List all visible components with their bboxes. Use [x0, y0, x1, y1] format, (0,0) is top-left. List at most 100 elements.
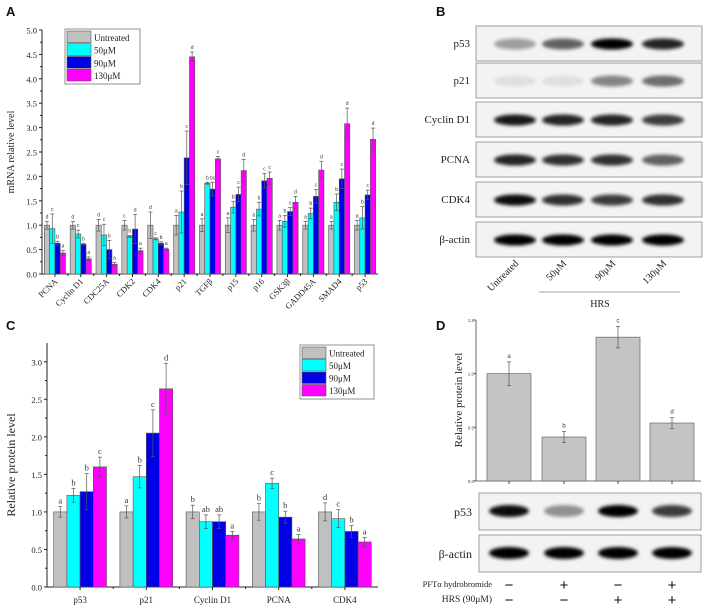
bar — [159, 388, 173, 588]
y-tick-label: 1.5 — [31, 470, 42, 480]
significance-letter: a — [507, 354, 511, 360]
protein-band — [494, 194, 536, 206]
significance-letter: a — [113, 255, 116, 261]
significance-letter: b — [128, 228, 131, 234]
legend-label: 130μM — [94, 71, 120, 81]
minus-sign: − — [560, 592, 569, 609]
bar — [344, 531, 359, 588]
significance-letter: a — [201, 212, 204, 218]
significance-letter: d — [71, 214, 74, 220]
bar — [318, 169, 325, 275]
y-tick-label: 1.5 — [468, 318, 475, 323]
significance-letter: b — [309, 201, 312, 207]
panel-b-western-blot: p53 p21 Cyclin D1 PCNA CDK4 β-actin Untreated 5… — [424, 25, 703, 310]
y-tick-label: 1.0 — [31, 507, 42, 517]
legend-swatch — [66, 30, 92, 44]
significance-letter: b — [232, 194, 235, 200]
y-tick-label: 1.0 — [26, 221, 37, 231]
significance-letter: c — [186, 124, 189, 130]
protein-band — [494, 154, 536, 166]
bar — [163, 248, 170, 275]
bar — [302, 224, 309, 275]
x-category-label: CDC25A — [81, 276, 111, 306]
significance-letter: b — [85, 463, 89, 473]
bar — [649, 422, 695, 482]
y-tick-label: 4.5 — [26, 50, 37, 60]
x-category-label: Cyclin D1 — [194, 595, 231, 605]
significance-letter: c — [123, 213, 126, 219]
protein-band — [642, 234, 684, 246]
protein-band — [542, 154, 584, 166]
y-tick-label: 5.0 — [26, 26, 37, 36]
significance-letter: c — [51, 207, 54, 213]
blot-row-label: β-actin — [439, 547, 472, 561]
significance-letter: d — [372, 121, 375, 127]
significance-letter: c — [151, 399, 155, 409]
bar — [328, 224, 335, 275]
significance-letter: c — [77, 223, 80, 229]
significance-letter: a — [230, 520, 234, 530]
significance-letter: d — [191, 45, 194, 51]
significance-letter: a — [175, 208, 178, 214]
bar — [152, 238, 159, 275]
y-tick-label: 2.0 — [26, 172, 37, 182]
significance-letter: c — [268, 165, 271, 171]
significance-letter: b — [138, 454, 142, 464]
bar — [278, 516, 293, 588]
bar — [287, 211, 294, 275]
protein-band — [544, 505, 584, 517]
significance-letter: a — [278, 213, 281, 219]
bar — [250, 224, 257, 275]
bar — [292, 201, 299, 275]
significance-letter: d — [97, 212, 100, 218]
bar — [252, 511, 266, 588]
bar — [132, 476, 147, 588]
bar — [215, 158, 221, 275]
bar — [204, 182, 211, 275]
y-tick-label: 4.0 — [26, 74, 37, 84]
significance-letter: b — [180, 184, 183, 190]
y-tick-label: 1.0 — [468, 372, 475, 377]
protein-band — [489, 547, 529, 559]
significance-letter: a — [330, 214, 333, 220]
significance-letter: c — [336, 499, 340, 509]
bar — [256, 208, 262, 275]
protein-band — [591, 234, 633, 246]
legend-swatch — [66, 56, 92, 69]
condition-label: PFTα hydrobromide — [423, 579, 493, 589]
bar — [59, 252, 66, 275]
bar — [331, 518, 346, 588]
significance-letter: d — [294, 189, 297, 195]
legend-label: 50μM — [94, 46, 116, 56]
protein-band — [642, 154, 684, 166]
bar — [265, 483, 279, 588]
y-tick-label: 2.0 — [31, 432, 42, 442]
y-tick-label: 0.0 — [468, 479, 475, 484]
significance-letter: a — [139, 241, 142, 247]
significance-letter: b — [108, 233, 111, 239]
protein-band — [489, 505, 529, 517]
x-category-label: p53 — [353, 276, 369, 292]
bar — [95, 224, 102, 275]
blot-row-label: PCNA — [441, 154, 470, 166]
bar — [595, 336, 641, 482]
significance-letter: a — [165, 241, 168, 247]
bar — [93, 466, 107, 588]
protein-band — [591, 154, 633, 166]
significance-letter: c — [289, 201, 292, 207]
blot-row-label: p21 — [454, 75, 471, 87]
legend-swatch — [66, 43, 92, 56]
significance-letter: bc — [210, 175, 216, 181]
significance-letter: b — [71, 478, 75, 488]
lane-label: 90μM — [593, 258, 618, 283]
significance-letter: b — [283, 500, 287, 510]
legend-swatch — [66, 68, 92, 82]
minus-sign: − — [614, 577, 623, 594]
significance-letter: d — [323, 492, 328, 502]
x-category-label: p21 — [172, 276, 188, 292]
panel-label-a: A — [6, 4, 16, 19]
panel-label-b: B — [436, 4, 445, 19]
protein-band — [542, 194, 584, 206]
protein-band — [642, 75, 684, 87]
bar — [209, 188, 216, 275]
